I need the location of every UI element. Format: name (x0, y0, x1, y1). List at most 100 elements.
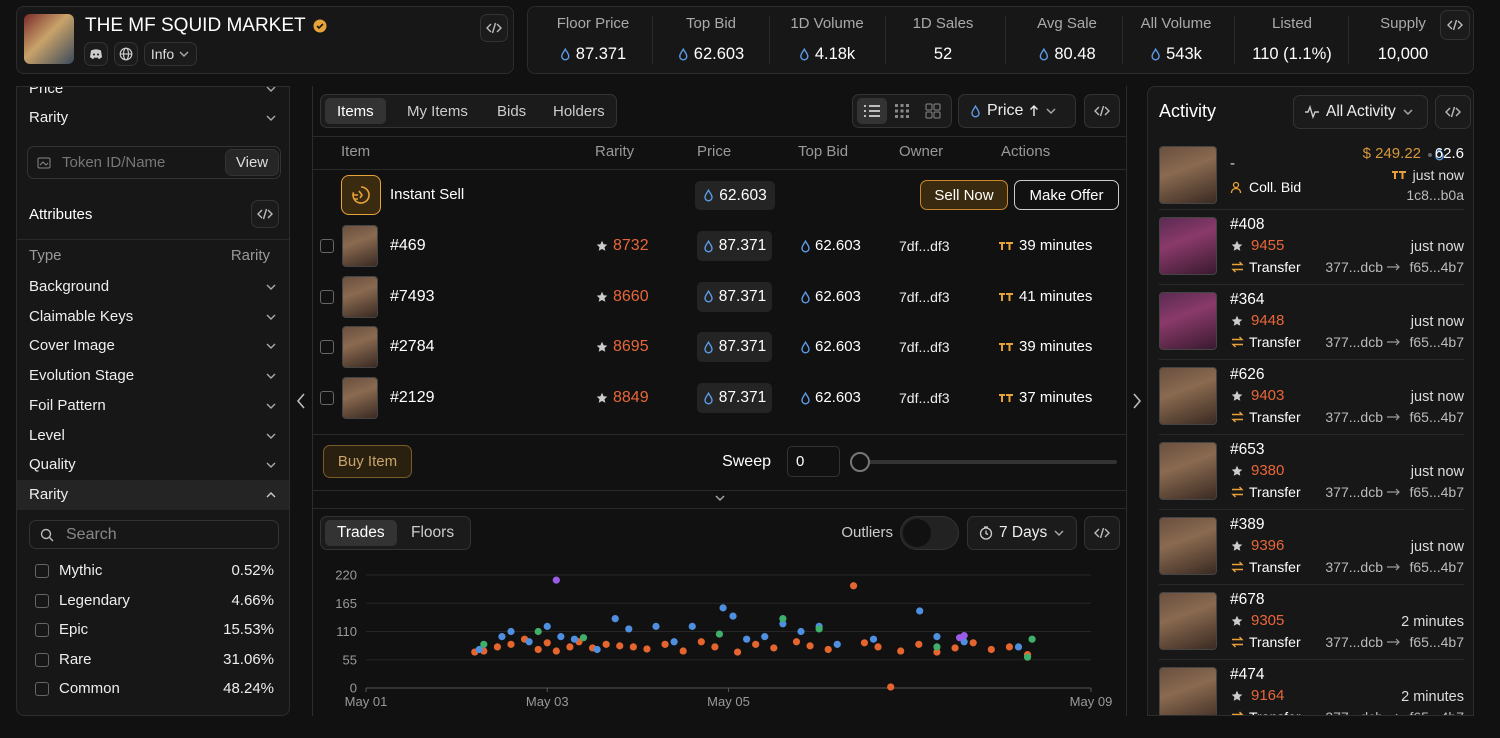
attribute-row[interactable]: Quality (17, 450, 289, 480)
sweep-input[interactable]: 0 (787, 446, 840, 477)
make-offer-button[interactable]: Make Offer (1014, 180, 1119, 210)
sell-now-button[interactable]: Sell Now (920, 180, 1008, 210)
attribute-row[interactable]: Background (17, 272, 289, 302)
checkbox[interactable] (320, 391, 334, 406)
item-rarity: 8695 (613, 338, 649, 356)
website-button[interactable] (114, 42, 138, 66)
trade-point (797, 627, 805, 636)
item-time: 39 minutes (1019, 338, 1093, 356)
sweep-handle[interactable] (850, 452, 870, 472)
sort-button[interactable]: Price (958, 94, 1076, 128)
checkbox[interactable] (35, 564, 49, 578)
marketplace-icon (999, 292, 1013, 302)
chart-tab-label: Floors (411, 524, 455, 541)
checkbox[interactable] (35, 652, 49, 667)
outliers-toggle[interactable] (900, 516, 959, 550)
embed-button[interactable] (251, 200, 279, 228)
arrow-icon (1387, 713, 1401, 715)
item-row[interactable]: #7493 8660 87.371 62.603 7df...df3 41 minutes (313, 272, 1126, 322)
rarity-search[interactable]: Search (29, 520, 279, 549)
icon-shape (1231, 615, 1243, 626)
embed-button[interactable] (1084, 516, 1120, 550)
period-button[interactable]: 7 Days (967, 516, 1077, 550)
trade-point (534, 627, 542, 636)
icon-shape (1231, 465, 1243, 476)
chart-tab[interactable]: Floors (399, 520, 466, 546)
checkbox[interactable] (320, 340, 334, 355)
attribute-row[interactable]: Evolution Stage (17, 361, 289, 391)
chart-tab[interactable]: Trades (325, 520, 397, 546)
attribute-row[interactable]: Claimable Keys (17, 302, 289, 332)
bid-type: Coll. Bid (1249, 179, 1302, 195)
activity-row[interactable]: #678 9305 2 minutes Transfer f65...4b7 377...… (1148, 590, 1473, 660)
stat-value: 52 (934, 44, 952, 64)
info-button[interactable]: Info (144, 42, 197, 66)
attribute-row[interactable]: Level (17, 421, 289, 451)
attribute-row[interactable]: Rarity (17, 479, 289, 510)
icon-shape (561, 47, 570, 60)
icon-shape (999, 292, 1013, 301)
image-icon (37, 157, 51, 169)
icon-shape (1231, 336, 1244, 348)
divider (313, 508, 1126, 509)
embed-button[interactable] (480, 14, 508, 42)
view-toggle[interactable] (852, 94, 952, 128)
embed-button[interactable] (1084, 94, 1120, 128)
item-row[interactable]: #469 8732 87.371 62.603 7df...df3 39 minutes (313, 221, 1126, 271)
code-icon (486, 20, 502, 36)
view-button[interactable]: View (225, 149, 279, 176)
token-search[interactable]: Token ID/Name View (27, 146, 281, 179)
checkbox[interactable] (320, 239, 334, 253)
item-row[interactable]: #2129 8849 87.371 62.603 7df...df3 37 minutes (313, 373, 1126, 423)
item-row[interactable]: #2784 8695 87.371 62.603 7df...df3 39 minutes (313, 322, 1126, 372)
collapse-right (1131, 392, 1143, 410)
tab[interactable]: My Items (395, 98, 480, 124)
checkbox[interactable] (35, 593, 49, 608)
checkbox[interactable] (35, 623, 49, 637)
title-row: THE MF SQUID MARKET (85, 14, 327, 38)
tab[interactable]: Items (325, 98, 386, 124)
discord-button[interactable] (84, 42, 108, 66)
icon-shape (266, 491, 276, 498)
trade-point (815, 625, 823, 633)
tab[interactable]: Bids (485, 98, 538, 124)
icon-shape (40, 528, 52, 540)
buy-item-button[interactable]: Buy Item (323, 445, 412, 478)
chevron (265, 281, 277, 293)
checkbox[interactable] (320, 289, 334, 304)
activity-row[interactable]: #408 9455 just now Transfer f65...4b7 377...d… (1148, 215, 1473, 285)
activity-rarity: 9164 (1251, 687, 1285, 704)
trade-point (987, 645, 995, 654)
icon-shape (266, 462, 276, 469)
chevron (265, 430, 277, 442)
trade-point (719, 604, 727, 612)
column-header: Rarity (595, 143, 635, 160)
activity-row[interactable]: #626 9403 just now Transfer f65...4b7 377...d… (1148, 365, 1473, 435)
activity-rarity: 9448 (1251, 312, 1285, 329)
stat-value-text: 110 (1.1%) (1252, 44, 1332, 63)
column-header: Owner (899, 143, 944, 160)
currency-icon (703, 239, 714, 253)
thumbnail (1159, 592, 1217, 650)
chart-tab-group: Trades Floors (320, 516, 471, 550)
sweep-value: 0 (796, 453, 805, 470)
currency-icon (560, 47, 571, 61)
activity-filter[interactable]: All Activity (1293, 95, 1428, 129)
trade-point (1023, 653, 1032, 661)
collection-title: THE MF SQUID MARKET (85, 15, 306, 36)
activity-row[interactable]: #474 9164 2 minutes Transfer f65...4b7 377...… (1148, 665, 1473, 715)
tab[interactable]: Holders (541, 98, 617, 124)
embed-button[interactable] (1435, 95, 1471, 129)
activity-row[interactable]: #364 9448 just now Transfer f65...4b7 377...d… (1148, 290, 1473, 360)
embed-button[interactable] (1440, 10, 1470, 40)
trade-point (806, 642, 814, 650)
checkbox[interactable] (35, 682, 49, 696)
icon-shape (1231, 315, 1243, 326)
icon-shape (266, 87, 276, 92)
icon-shape (119, 47, 133, 61)
activity-row[interactable]: #653 9380 just now Transfer f65...4b7 377...d… (1148, 440, 1473, 510)
attribute-row[interactable]: Foil Pattern (17, 391, 289, 421)
stat-divider (652, 16, 653, 64)
attribute-row[interactable]: Cover Image (17, 331, 289, 361)
activity-row[interactable]: #389 9396 just now Transfer f65...4b7 377...d… (1148, 515, 1473, 585)
